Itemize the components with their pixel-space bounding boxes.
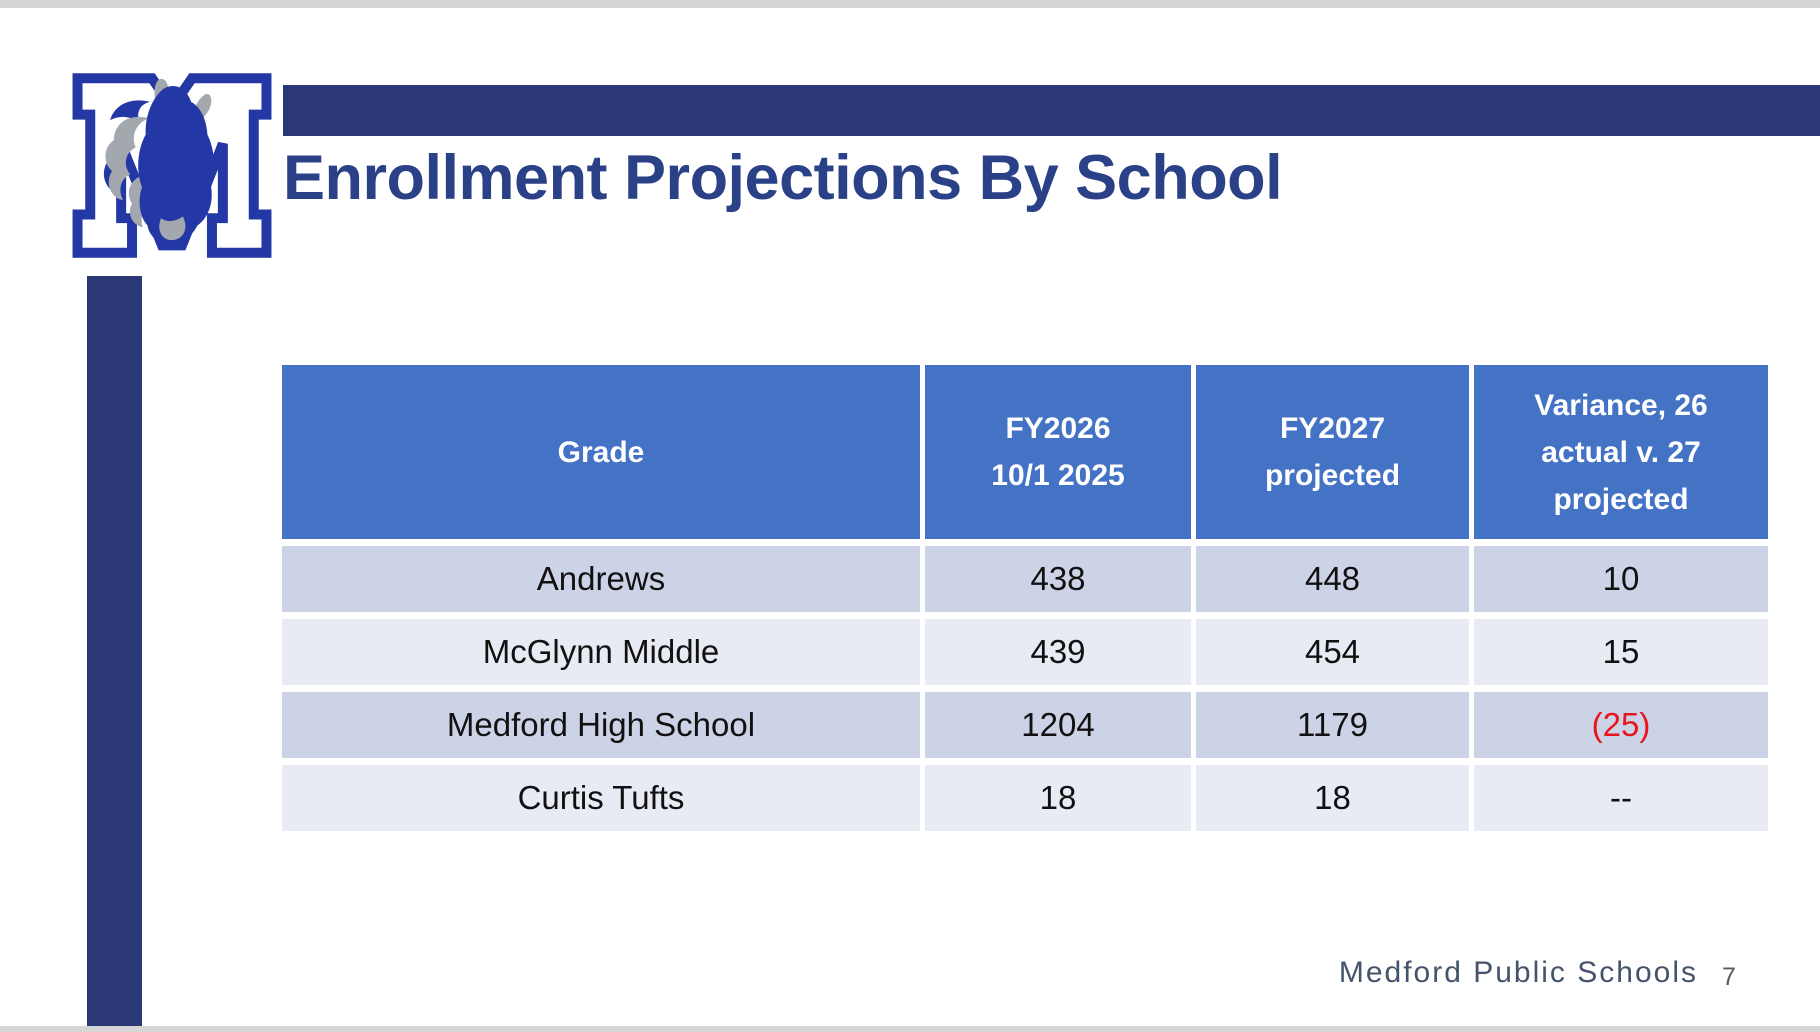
page-number: 7 xyxy=(1722,963,1736,991)
cell-fy2027: 448 xyxy=(1196,546,1469,612)
cell-fy2027: 1179 xyxy=(1196,692,1469,758)
window-edge-bottom xyxy=(0,1026,1820,1032)
cell-fy2026: 438 xyxy=(925,546,1191,612)
column-header-fy2026: FY2026 10/1 2025 xyxy=(925,365,1191,539)
column-header-grade: Grade xyxy=(282,365,920,539)
cell-variance: (25) xyxy=(1474,692,1768,758)
mustang-block-m-logo-icon xyxy=(72,73,272,258)
cell-grade: Curtis Tufts xyxy=(282,765,920,831)
column-header-variance: Variance, 26 actual v. 27 projected xyxy=(1474,365,1768,539)
column-header-fy2027: FY2027 projected xyxy=(1196,365,1469,539)
cell-variance: -- xyxy=(1474,765,1768,831)
cell-grade: Andrews xyxy=(282,546,920,612)
cell-variance: 10 xyxy=(1474,546,1768,612)
window-edge-top xyxy=(0,0,1820,8)
cell-fy2027: 18 xyxy=(1196,765,1469,831)
cell-variance: 15 xyxy=(1474,619,1768,685)
footer-text: Medford Public Schools xyxy=(1338,956,1698,989)
enrollment-table: Grade FY2026 10/1 2025 FY2027 projected … xyxy=(282,365,1768,831)
school-logo xyxy=(63,63,281,268)
cell-fy2026: 439 xyxy=(925,619,1191,685)
left-accent-bar xyxy=(87,276,142,1028)
cell-grade: McGlynn Middle xyxy=(282,619,920,685)
cell-grade: Medford High School xyxy=(282,692,920,758)
title-accent-bar xyxy=(283,85,1820,136)
cell-fy2026: 18 xyxy=(925,765,1191,831)
slide: Enrollment Projections By School Grade F… xyxy=(0,8,1820,1028)
cell-fy2026: 1204 xyxy=(925,692,1191,758)
cell-fy2027: 454 xyxy=(1196,619,1469,685)
slide-title: Enrollment Projections By School xyxy=(283,143,1283,213)
